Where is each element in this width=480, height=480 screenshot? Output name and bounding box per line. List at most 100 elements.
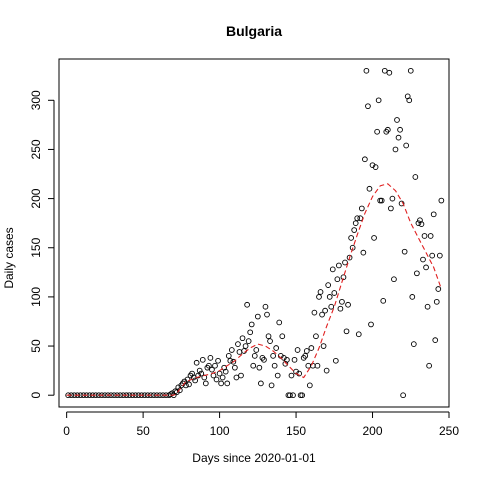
- data-point: [406, 97, 413, 104]
- data-point: [299, 392, 306, 399]
- data-point: [403, 142, 410, 149]
- data-point: [306, 382, 313, 389]
- data-point: [224, 380, 231, 387]
- data-point: [199, 356, 206, 363]
- data-point: [184, 376, 191, 383]
- data-point: [242, 343, 249, 349]
- data-point: [192, 377, 198, 384]
- data-point: [247, 329, 254, 336]
- data-point: [421, 233, 428, 239]
- data-point: [325, 282, 332, 288]
- data-point: [322, 307, 328, 314]
- data-point: [415, 220, 422, 227]
- data-point: [336, 262, 342, 269]
- data-point: [366, 185, 373, 192]
- data-point: [198, 370, 205, 377]
- data-point: [386, 69, 393, 76]
- data-point: [328, 303, 335, 310]
- data-point: [258, 380, 264, 387]
- series-layer: [65, 67, 445, 399]
- plot-frame: [58, 58, 450, 408]
- x-tick-label: 250: [439, 424, 459, 438]
- data-point: [239, 335, 246, 342]
- data-point: [340, 274, 347, 281]
- data-point: [186, 381, 192, 388]
- data-point: [358, 205, 365, 212]
- data-point: [290, 392, 296, 399]
- data-point: [423, 264, 429, 271]
- data-point: [287, 392, 293, 399]
- data-point: [392, 146, 399, 153]
- data-point: [212, 362, 218, 369]
- data-point: [196, 367, 203, 374]
- data-point: [228, 347, 235, 353]
- data-point: [384, 126, 391, 133]
- data-point: [363, 67, 370, 74]
- data-point: [209, 366, 215, 373]
- y-axis-label: Daily cases: [2, 227, 16, 288]
- data-point: [398, 200, 405, 207]
- data-point: [273, 345, 280, 351]
- data-point: [274, 372, 281, 379]
- data-point: [319, 311, 325, 318]
- data-point: [429, 252, 436, 259]
- data-point: [427, 233, 434, 239]
- x-tick-label: 0: [63, 424, 70, 438]
- data-point: [401, 248, 408, 255]
- x-tick-label: 150: [286, 424, 306, 438]
- data-point: [375, 97, 382, 104]
- x-tick-label: 200: [363, 424, 383, 438]
- data-point: [225, 353, 232, 359]
- data-point: [262, 303, 269, 310]
- data-point: [360, 249, 367, 256]
- data-point: [288, 372, 295, 379]
- data-point: [227, 357, 234, 364]
- data-point: [414, 270, 420, 277]
- data-point: [389, 195, 396, 202]
- y-tick-label: 100: [29, 287, 43, 307]
- data-point: [248, 321, 255, 328]
- data-point: [302, 353, 309, 359]
- data-point: [329, 266, 336, 273]
- data-point: [368, 321, 374, 328]
- chart-title: Bulgaria: [226, 23, 282, 39]
- data-point: [334, 276, 341, 283]
- data-point: [331, 290, 338, 296]
- data-point: [219, 374, 226, 381]
- data-point: [438, 197, 445, 204]
- data-point: [337, 305, 344, 312]
- data-point: [308, 345, 315, 351]
- data-point: [314, 362, 321, 369]
- data-point: [352, 220, 359, 227]
- data-point: [391, 276, 397, 283]
- data-point: [345, 301, 351, 308]
- data-point: [250, 362, 257, 369]
- data-point: [332, 357, 339, 364]
- data-point: [339, 298, 345, 305]
- data-point: [348, 235, 354, 241]
- data-point: [424, 303, 431, 310]
- data-point: [317, 289, 324, 295]
- data-point: [270, 353, 276, 359]
- data-point: [291, 356, 298, 363]
- data-point: [371, 235, 377, 241]
- y-axis: 0 50 100 150 200 250 300: [29, 90, 55, 399]
- data-point: [230, 358, 237, 365]
- data-point: [351, 227, 358, 233]
- y-tick-label: 250: [29, 139, 43, 159]
- data-point: [374, 128, 380, 135]
- y-tick-label: 150: [29, 237, 43, 257]
- y-tick-label: 50: [29, 339, 43, 353]
- data-point: [294, 347, 301, 353]
- data-point: [432, 337, 439, 344]
- data-point: [261, 356, 267, 363]
- data-point: [193, 359, 200, 366]
- data-point: [251, 353, 258, 359]
- data-point: [244, 301, 250, 308]
- data-point: [303, 348, 310, 354]
- data-point: [232, 364, 238, 371]
- x-axis-label: Days since 2020-01-01: [192, 451, 316, 465]
- data-point: [433, 298, 440, 305]
- data-point: [397, 126, 403, 133]
